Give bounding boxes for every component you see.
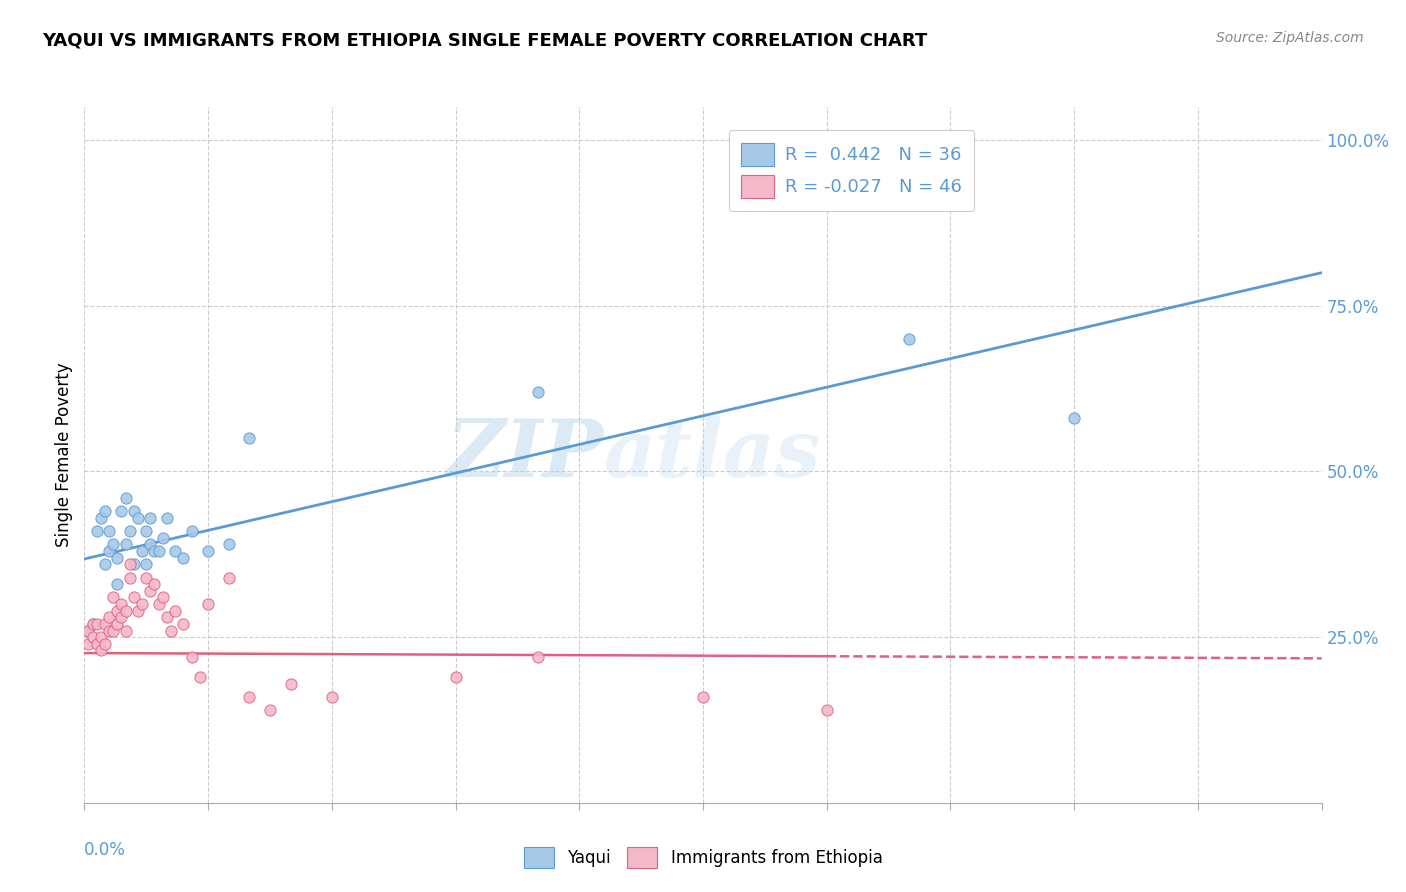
Point xyxy=(815,703,838,717)
Point xyxy=(156,610,179,624)
Point xyxy=(110,504,132,518)
Point xyxy=(238,690,260,704)
Point xyxy=(527,384,550,399)
Point xyxy=(77,624,100,638)
Text: 0.0%: 0.0% xyxy=(84,841,127,859)
Point xyxy=(98,624,121,638)
Point xyxy=(77,637,100,651)
Point xyxy=(135,524,157,538)
Text: atlas: atlas xyxy=(605,417,821,493)
Point xyxy=(131,597,153,611)
Point xyxy=(114,491,136,505)
Point xyxy=(148,544,170,558)
Point xyxy=(94,558,117,572)
Point xyxy=(152,591,174,605)
Point xyxy=(188,670,211,684)
Point xyxy=(165,604,187,618)
Point xyxy=(131,544,153,558)
Point xyxy=(127,604,149,618)
Point xyxy=(105,616,128,631)
Point xyxy=(94,616,117,631)
Point xyxy=(110,610,132,624)
Point xyxy=(82,616,104,631)
Point xyxy=(218,570,240,584)
Point xyxy=(86,637,108,651)
Point xyxy=(143,577,166,591)
Point xyxy=(103,591,125,605)
Point xyxy=(94,504,117,518)
Point xyxy=(143,544,166,558)
Point xyxy=(114,604,136,618)
Point xyxy=(86,616,108,631)
Text: ZIP: ZIP xyxy=(447,417,605,493)
Point xyxy=(218,537,240,551)
Point xyxy=(152,531,174,545)
Point xyxy=(82,616,104,631)
Point xyxy=(82,630,104,644)
Point xyxy=(86,524,108,538)
Point xyxy=(321,690,343,704)
Point xyxy=(110,597,132,611)
Point xyxy=(139,583,162,598)
Point xyxy=(103,624,125,638)
Point xyxy=(135,570,157,584)
Point xyxy=(90,511,112,525)
Point xyxy=(118,558,141,572)
Point xyxy=(122,591,145,605)
Point xyxy=(114,537,136,551)
Point xyxy=(94,637,117,651)
Point xyxy=(156,511,179,525)
Point xyxy=(180,524,202,538)
Point xyxy=(259,703,281,717)
Point xyxy=(118,570,141,584)
Point xyxy=(98,524,121,538)
Point xyxy=(444,670,467,684)
Point xyxy=(105,577,128,591)
Point xyxy=(527,650,550,665)
Point xyxy=(103,537,125,551)
Point xyxy=(90,643,112,657)
Text: Source: ZipAtlas.com: Source: ZipAtlas.com xyxy=(1216,31,1364,45)
Point xyxy=(77,624,100,638)
Point xyxy=(90,630,112,644)
Point xyxy=(122,504,145,518)
Point xyxy=(148,597,170,611)
Point xyxy=(197,544,219,558)
Point xyxy=(692,690,714,704)
Point xyxy=(122,558,145,572)
Point xyxy=(127,511,149,525)
Point xyxy=(172,550,194,565)
Legend: Yaqui, Immigrants from Ethiopia: Yaqui, Immigrants from Ethiopia xyxy=(517,840,889,875)
Point xyxy=(139,511,162,525)
Point xyxy=(139,537,162,551)
Point xyxy=(105,550,128,565)
Point xyxy=(280,676,302,690)
Point xyxy=(160,624,183,638)
Point xyxy=(114,624,136,638)
Text: YAQUI VS IMMIGRANTS FROM ETHIOPIA SINGLE FEMALE POVERTY CORRELATION CHART: YAQUI VS IMMIGRANTS FROM ETHIOPIA SINGLE… xyxy=(42,31,928,49)
Point xyxy=(165,544,187,558)
Point xyxy=(98,610,121,624)
Point xyxy=(1063,411,1085,425)
Point xyxy=(197,597,219,611)
Point xyxy=(98,544,121,558)
Point xyxy=(238,431,260,445)
Point xyxy=(118,524,141,538)
Point xyxy=(180,650,202,665)
Point xyxy=(898,332,921,346)
Legend: R =  0.442   N = 36, R = -0.027   N = 46: R = 0.442 N = 36, R = -0.027 N = 46 xyxy=(728,130,974,211)
Y-axis label: Single Female Poverty: Single Female Poverty xyxy=(55,363,73,547)
Point xyxy=(105,604,128,618)
Point xyxy=(172,616,194,631)
Point xyxy=(135,558,157,572)
